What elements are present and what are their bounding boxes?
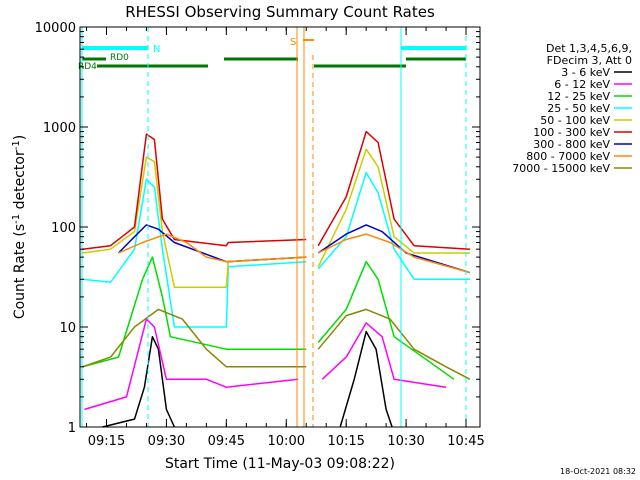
series-line-0 bbox=[102, 335, 176, 428]
flag-label-rd4: RD4 bbox=[78, 62, 97, 72]
series-line-9 bbox=[317, 148, 470, 268]
legend-entry-label: 7000 - 15000 keV bbox=[512, 162, 610, 175]
legend-entry-label: 300 - 800 keV bbox=[533, 138, 610, 151]
series-line-4 bbox=[82, 256, 307, 368]
legend-entry-label: 3 - 6 keV bbox=[561, 66, 610, 79]
legend-entry-label: 100 - 300 keV bbox=[533, 126, 610, 139]
y-tick-label: 10 bbox=[59, 321, 76, 336]
series-line-10 bbox=[82, 133, 307, 250]
series-line-7 bbox=[317, 171, 470, 281]
x-tick-label: 09:30 bbox=[148, 434, 185, 449]
series-line-11 bbox=[317, 130, 471, 250]
legend-entry-label: 12 - 25 keV bbox=[547, 90, 610, 103]
x-tick-label: 10:45 bbox=[447, 434, 484, 449]
y-tick-label: 1000 bbox=[43, 121, 76, 136]
flag-label-s: S bbox=[290, 37, 296, 48]
series-line-14 bbox=[118, 233, 307, 263]
series-line-13 bbox=[317, 224, 471, 274]
series-line-16 bbox=[82, 308, 307, 368]
x-tick-label: 10:15 bbox=[327, 434, 364, 449]
y-tick-label: 1 bbox=[68, 421, 76, 436]
legend-entry-label: 50 - 100 keV bbox=[540, 114, 610, 127]
legend-entry-label: 800 - 7000 keV bbox=[526, 150, 610, 163]
y-tick-label: 100 bbox=[51, 221, 76, 236]
series-line-6 bbox=[82, 178, 307, 328]
flag-label-n: N bbox=[153, 44, 160, 55]
footer-timestamp: 18-Oct-2021 08:32 bbox=[560, 467, 636, 476]
series-line-3 bbox=[321, 322, 447, 388]
x-tick-label: 10:30 bbox=[387, 434, 424, 449]
x-axis-label: Start Time (11-May-03 09:08:22) bbox=[165, 456, 395, 472]
chart-title: RHESSI Observing Summary Count Rates bbox=[125, 3, 435, 21]
x-tick-label: 10:00 bbox=[268, 434, 305, 449]
series-line-8 bbox=[82, 156, 307, 288]
series-line-1 bbox=[339, 330, 393, 428]
series-line-5 bbox=[317, 260, 455, 380]
legend: Det 1,3,4,5,6,9,FDecim 3, Att 03 - 6 keV… bbox=[512, 42, 632, 175]
ticks-layer: 1 10 100 1000 10000 09:15 09:30 09:45 10:00 10:15… bbox=[35, 21, 485, 449]
series-layer bbox=[82, 130, 471, 428]
y-tick-label: 10000 bbox=[35, 21, 76, 36]
series-line-17 bbox=[317, 308, 471, 380]
x-tick-label: 09:45 bbox=[208, 434, 245, 449]
legend-header-line: Det 1,3,4,5,6,9, bbox=[546, 42, 632, 55]
x-tick-label: 09:15 bbox=[88, 434, 125, 449]
legend-entry-label: 25 - 50 keV bbox=[547, 102, 610, 115]
series-line-2 bbox=[84, 318, 299, 411]
legend-entry-label: 6 - 12 keV bbox=[554, 78, 610, 91]
legend-header-line: FDecim 3, Att 0 bbox=[547, 54, 632, 67]
series-line-15 bbox=[317, 233, 471, 274]
y-axis-label: Count Rate (s-1 detector-1) bbox=[11, 135, 28, 319]
flag-label-rd0: RD0 bbox=[110, 53, 129, 63]
